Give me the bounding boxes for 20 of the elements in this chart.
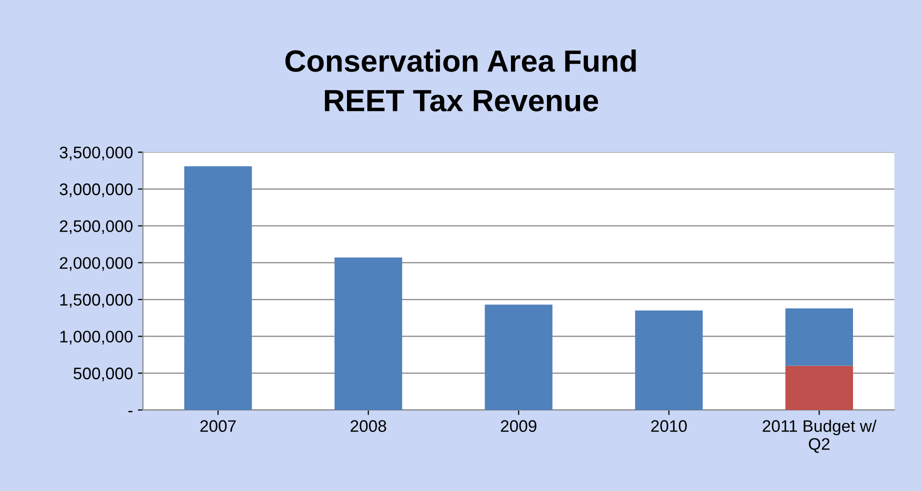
bar	[484, 304, 552, 410]
y-tick-label: -	[128, 410, 132, 412]
bar	[184, 166, 252, 410]
y-tick-label: 3,500,000	[60, 146, 133, 160]
x-tick-label: 2007	[200, 420, 236, 432]
bar	[334, 258, 402, 410]
y-tick-label: 1,500,000	[60, 294, 133, 308]
x-tick-label: 2010	[651, 420, 687, 432]
bar	[785, 366, 854, 410]
y-tick-label: 2,500,000	[60, 220, 133, 234]
y-tick-label: 500,000	[74, 368, 133, 382]
y-tick-label: 2,000,000	[60, 257, 133, 271]
bar	[785, 308, 854, 366]
bar	[635, 310, 703, 410]
x-tick-label: 2009	[500, 420, 536, 432]
x-tick-label: 2008	[350, 420, 386, 432]
y-tick-label: 1,000,000	[60, 330, 133, 345]
x-tick-label: 2011 Budget w/ Q2	[762, 420, 876, 453]
chart-title: Conservation Area Fund REET Tax Revenue	[285, 49, 636, 112]
y-tick-label: 3,000,000	[60, 183, 133, 198]
